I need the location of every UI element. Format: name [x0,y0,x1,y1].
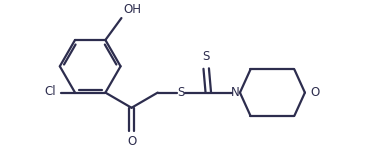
Text: S: S [202,50,210,63]
Text: OH: OH [123,3,142,16]
Text: O: O [310,86,319,99]
Text: O: O [127,135,136,148]
Text: N: N [231,86,240,99]
Text: S: S [177,86,184,99]
Text: Cl: Cl [44,85,56,98]
